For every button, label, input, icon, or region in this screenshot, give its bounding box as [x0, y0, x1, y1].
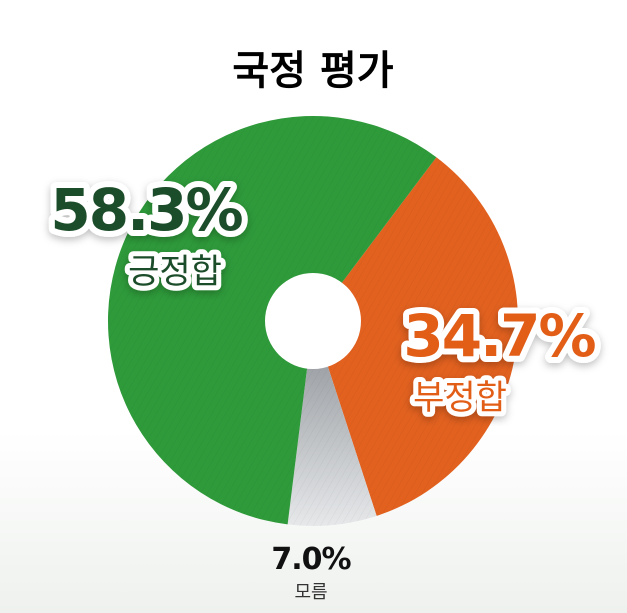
- slice-value-label-positive: 58.3%: [50, 176, 242, 244]
- slice-value-label-negative: 34.7%: [403, 302, 595, 370]
- slice-category-label-negative: 부정합: [413, 378, 507, 418]
- slice-value-label-unknown: 7.0%: [271, 542, 351, 577]
- donut-hole: [265, 273, 361, 369]
- chart-title: 국정 평가: [232, 48, 393, 94]
- pie-slice-texture-unknown: [287, 321, 377, 527]
- slice-category-label-positive: 긍정합: [128, 252, 222, 292]
- slice-category-label-unknown: 모름: [294, 582, 327, 603]
- pie-slice-texture-negative: [313, 157, 519, 516]
